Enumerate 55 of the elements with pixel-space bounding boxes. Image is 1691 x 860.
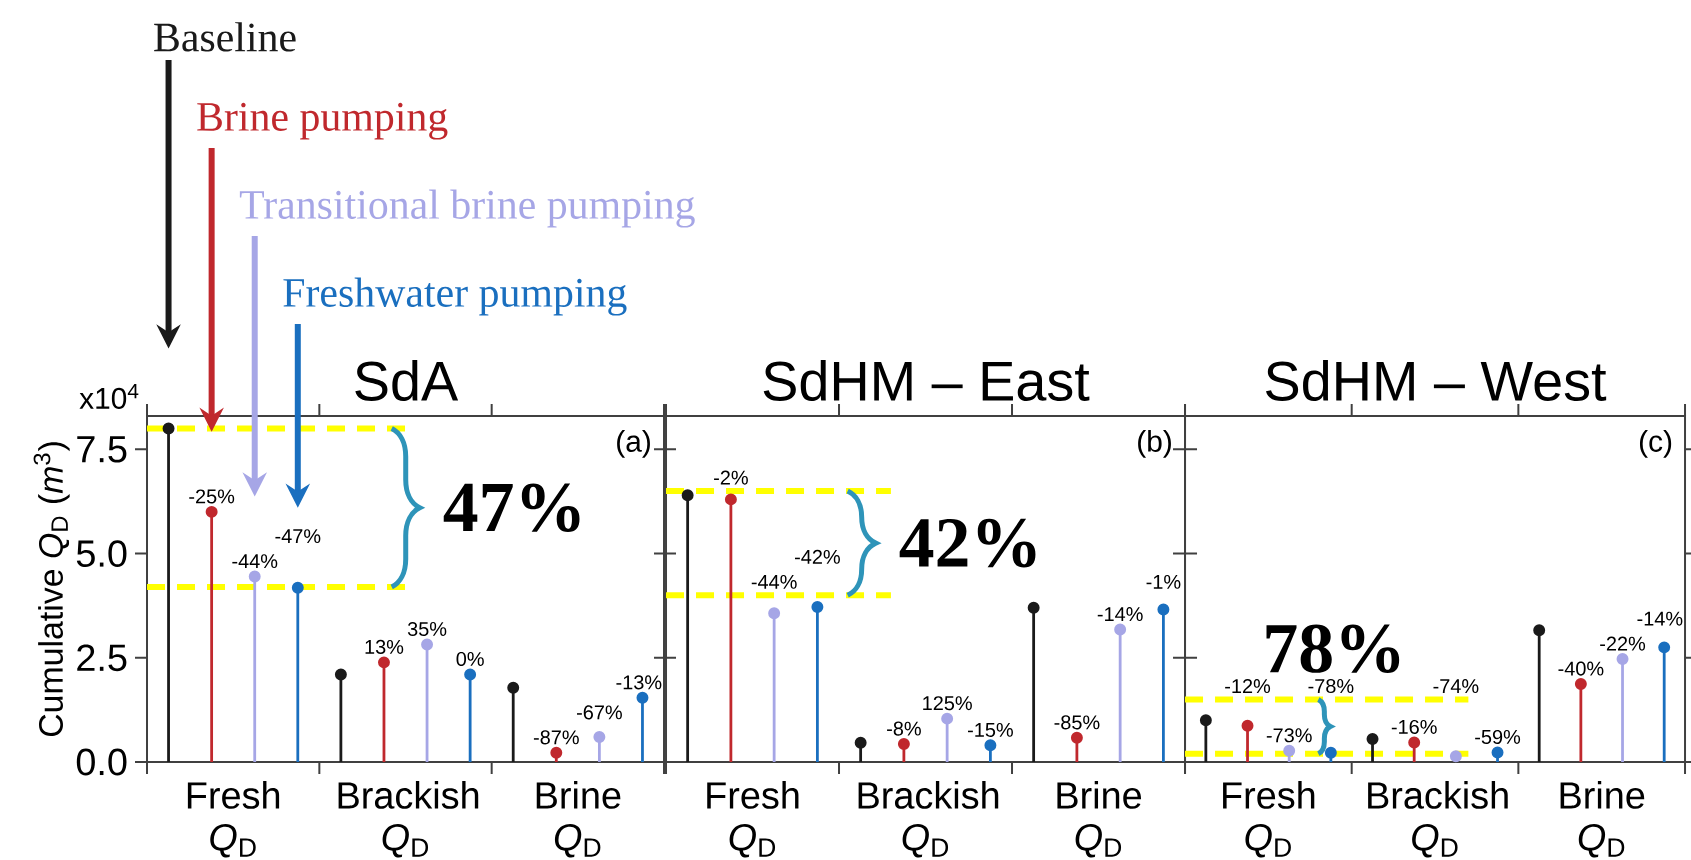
chart-title: SdHM – West	[1266, 360, 1607, 401]
annotation: -59%	[1475, 729, 1521, 745]
annotation: 78%	[1266, 624, 1400, 674]
annotation: -47%	[275, 529, 321, 544]
annotation: -15%	[968, 722, 1013, 737]
text: Freshwater pumping	[283, 277, 627, 316]
y-tick-label: 7.5	[77, 436, 127, 463]
x-tick-label: Fresh Q$_{D}$	[1223, 781, 1315, 858]
text: Transitional brine pumping	[239, 189, 695, 228]
y-tick-label: 0.0	[76, 748, 127, 776]
chart-title: SdA	[355, 360, 459, 401]
annotation: -16%	[1391, 719, 1437, 735]
annotation: -67%	[577, 705, 622, 720]
annotation: -40%	[1558, 661, 1604, 676]
annotation: -44%	[232, 554, 278, 569]
annotation: -14%	[1637, 611, 1683, 626]
x-tick-label: Brackish Q$_{D}$	[858, 781, 999, 858]
x-tick-label: Fresh Q$_{D}$	[187, 781, 280, 858]
x-tick-label: Brackish Q$_{D}$	[1368, 781, 1508, 858]
annotation: -25%	[189, 489, 235, 504]
annotation: -22%	[1600, 636, 1646, 651]
x-tick-label: Brine Q$_{D}$	[1560, 781, 1645, 858]
annotation: 42%	[899, 518, 1036, 568]
annotation: -73%	[1266, 728, 1312, 743]
annotation: -42%	[795, 549, 840, 564]
x-tick-label: Brackish Q$_{D}$	[338, 781, 479, 858]
text: Brine pumping	[197, 102, 448, 140]
x-tick-label: Fresh Q$_{D}$	[707, 781, 799, 858]
annotation: (a)	[617, 429, 650, 458]
annotation: -87%	[533, 730, 579, 745]
annotation: -44%	[751, 574, 797, 589]
annotation: -85%	[1054, 715, 1100, 730]
annotation: -8%	[887, 721, 921, 736]
annotation: -1%	[1146, 574, 1181, 589]
annotation: -13%	[616, 675, 662, 690]
annotation: (c)	[1639, 429, 1672, 458]
x-tick-label: Brine Q$_{D}$	[1057, 781, 1142, 858]
annotation: 13%	[365, 639, 404, 654]
y-tick-label: 5.0	[76, 540, 127, 567]
text: x10$^{4}$	[79, 383, 139, 409]
annotation: -74%	[1433, 679, 1479, 694]
annotation: 125%	[923, 696, 972, 711]
y-axis-title: Cumulative Q$_{D}$ (m$^{3}$)	[33, 442, 70, 737]
annotation: 35%	[407, 621, 447, 637]
y-tick-label: 2.5	[77, 644, 127, 672]
annotation: (b)	[1138, 429, 1171, 458]
annotation: -12%	[1225, 679, 1271, 694]
text: Baseline	[154, 22, 296, 52]
annotation: 0%	[456, 651, 484, 667]
annotation: -78%	[1308, 678, 1354, 694]
annotation: -14%	[1097, 607, 1143, 622]
annotation: -2%	[714, 470, 748, 485]
chart-title: SdHM – East	[763, 360, 1090, 401]
annotation: 47%	[443, 483, 580, 533]
x-tick-label: Brine Q$_{D}$	[536, 781, 621, 858]
